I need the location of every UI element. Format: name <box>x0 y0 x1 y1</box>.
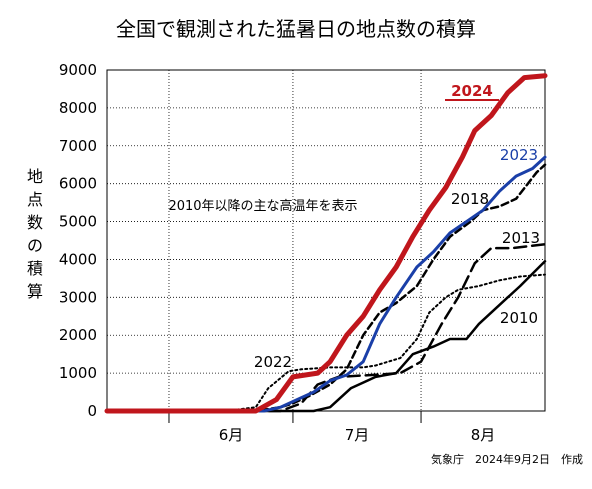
series-label-2013: 2013 <box>502 229 540 247</box>
series-line-2023 <box>105 155 547 413</box>
series-line-2018 <box>105 163 547 413</box>
chart-credit: 気象庁 2024年9月2日 作成 <box>431 452 583 466</box>
y-axis-label-char: の <box>27 236 43 255</box>
x-tick-label: 7月 <box>345 426 370 444</box>
y-axis-label-char: 算 <box>27 282 43 301</box>
chart-title: 全国で観測された猛暑日の地点数の積算 <box>116 17 476 41</box>
y-tick-label: 4000 <box>59 250 97 268</box>
y-tick-label: 0 <box>87 402 97 420</box>
y-tick-label: 3000 <box>59 288 97 306</box>
y-tick-label: 9000 <box>59 61 97 79</box>
y-axis-ticks: 0 1000 2000 3000 4000 5000 6000 7000 8000 9000 <box>59 61 97 420</box>
series-line-2013 <box>105 243 547 413</box>
y-axis-label: 地点数の積算 <box>27 167 43 301</box>
x-tick-label: 6月 <box>219 426 244 444</box>
plot-lines <box>104 73 548 414</box>
chart-annotation: 2010年以降の主な高温年を表示 <box>168 198 357 214</box>
y-tick-label: 7000 <box>59 137 97 155</box>
series-label-2023: 2023 <box>500 146 538 164</box>
y-tick-label: 5000 <box>59 213 97 231</box>
series-labels: 2022 2018 2013 2010 2023 2024 <box>254 82 540 371</box>
y-tick-label: 6000 <box>59 175 97 193</box>
series-line-2022 <box>106 273 546 412</box>
plot-frame <box>106 69 546 412</box>
series-line-2024 <box>104 73 548 414</box>
series-label-2018: 2018 <box>451 190 489 208</box>
x-axis-ticks: 6月 7月 8月 <box>168 411 496 444</box>
y-axis-label-char: 地 <box>27 167 43 186</box>
x-tick-label: 8月 <box>471 426 496 444</box>
y-axis-label-char: 積 <box>27 259 43 278</box>
y-axis-label-char: 点 <box>27 190 43 209</box>
series-label-2024: 2024 <box>451 82 493 100</box>
series-label-2022: 2022 <box>254 353 292 371</box>
y-tick-label: 1000 <box>59 364 97 382</box>
series-label-2010: 2010 <box>500 309 538 327</box>
y-tick-label: 8000 <box>59 99 97 117</box>
y-tick-label: 2000 <box>59 326 97 344</box>
y-axis-label-char: 数 <box>27 213 43 232</box>
grid <box>106 69 546 412</box>
series-line-2010 <box>105 260 547 413</box>
